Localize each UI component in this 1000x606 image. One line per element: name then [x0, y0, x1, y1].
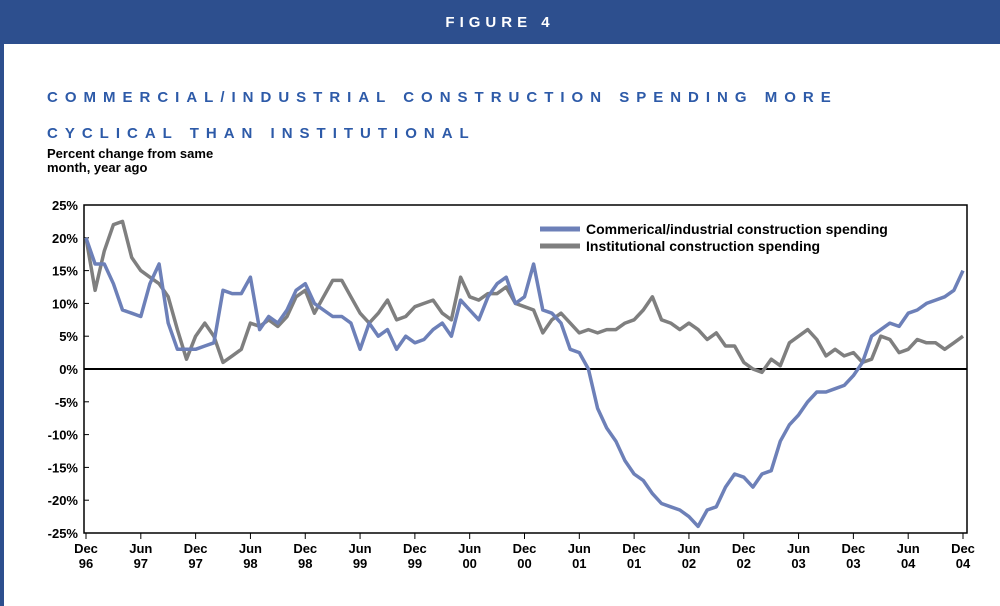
x-tick-label: Jun 99	[349, 541, 372, 571]
x-tick-label: Dec 00	[513, 541, 537, 571]
x-tick-label: Jun 97	[129, 541, 152, 571]
x-tick-label: Dec 99	[403, 541, 427, 571]
y-tick-label: 5%	[59, 329, 78, 344]
y-tick-label: 10%	[52, 296, 78, 311]
legend-label: Commerical/industrial construction spend…	[586, 221, 888, 237]
chart-title: COMMERCIAL/INDUSTRIAL CONSTRUCTION SPEND…	[47, 89, 838, 142]
x-tick-label: Dec 02	[732, 541, 756, 571]
y-tick-label: -15%	[48, 460, 79, 475]
y-tick-label: 15%	[52, 264, 78, 279]
header-bar	[0, 0, 1000, 44]
y-tick-label: 20%	[52, 231, 78, 246]
x-tick-label: Jun 03	[787, 541, 810, 571]
y-axis-label: Percent change from same month, year ago	[47, 146, 214, 175]
y-tick-label: -25%	[48, 526, 79, 541]
y-tick-label: 25%	[52, 198, 78, 213]
y-tick-label: -5%	[55, 395, 79, 410]
x-tick-label: Dec 03	[841, 541, 865, 571]
x-tick-label: Dec 97	[184, 541, 208, 571]
x-tick-label: Jun 01	[568, 541, 591, 571]
x-tick-label: Dec 04	[951, 541, 975, 571]
x-tick-label: Jun 04	[897, 541, 920, 571]
x-tick-label: Dec 96	[74, 541, 98, 571]
y-tick-label: -10%	[48, 428, 79, 443]
x-tick-label: Jun 98	[239, 541, 262, 571]
y-tick-label: 0%	[59, 362, 78, 377]
x-tick-label: Jun 00	[458, 541, 481, 571]
x-tick-label: Dec 98	[293, 541, 317, 571]
y-tick-label: -20%	[48, 493, 79, 508]
figure-label: FIGURE 4	[445, 14, 554, 31]
series-line	[84, 237, 965, 529]
x-tick-label: Dec 01	[622, 541, 646, 571]
series-line	[84, 219, 965, 375]
legend-label: Institutional construction spending	[586, 238, 820, 254]
x-tick-label: Jun 02	[677, 541, 700, 571]
left-border	[0, 0, 4, 606]
